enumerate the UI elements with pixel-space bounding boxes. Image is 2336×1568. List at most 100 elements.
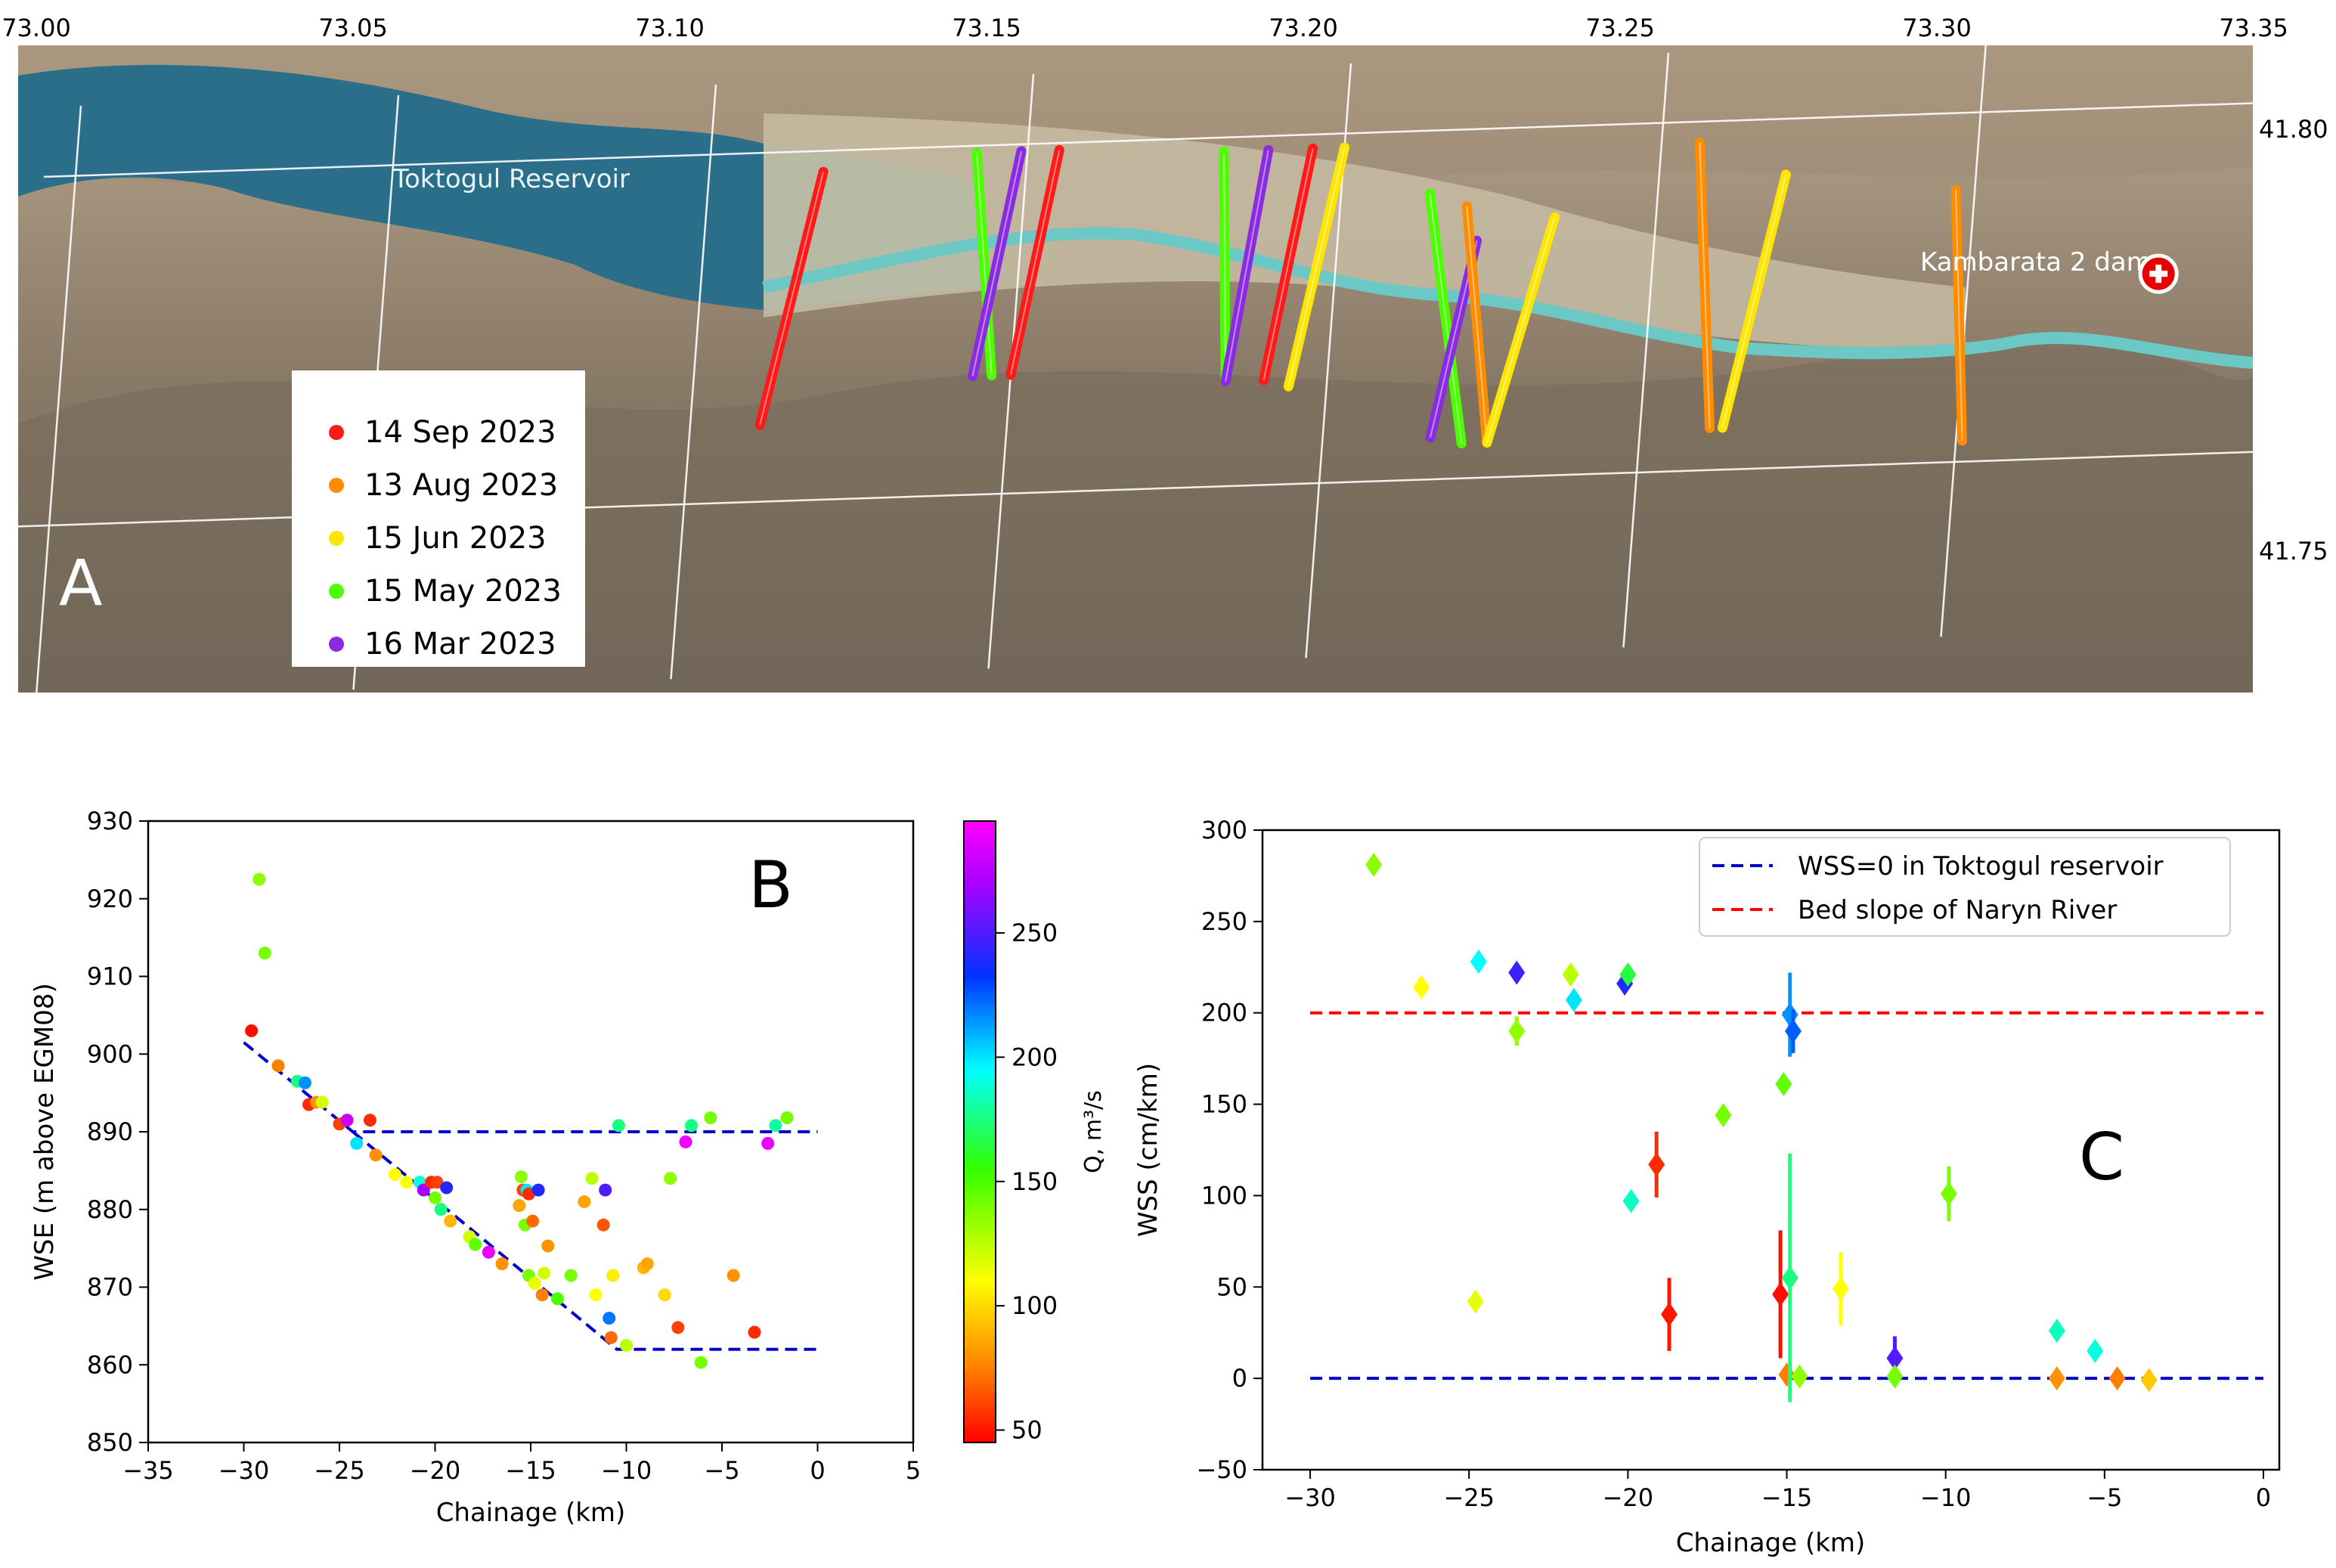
track-mar: [1220, 144, 1274, 387]
y-tick-label: 100: [1201, 1181, 1247, 1210]
data-point: [550, 1292, 564, 1306]
diamond-marker: [1622, 1188, 1640, 1213]
y-tick-label: 920: [87, 885, 133, 913]
panel-c-x-axis-label: Chainage (km): [1676, 1528, 1866, 1558]
track-highlight: [1287, 147, 1346, 387]
panel-b-y-axis-label: WSE (m above EGM08): [29, 983, 60, 1280]
panel-b-points: [245, 872, 794, 1369]
colorbar-ticks: 50 100 150 200 250: [996, 919, 1058, 1445]
dam-marker: [2138, 253, 2179, 294]
legend-box: [292, 370, 585, 667]
x-tick-label: −10: [1920, 1483, 1972, 1512]
data-point: [604, 1331, 618, 1344]
longitude-tick-label: 73.00: [2, 14, 71, 42]
data-point: [679, 1135, 692, 1148]
data-point: [640, 1257, 654, 1271]
track-highlight: [759, 171, 825, 426]
data-point: [612, 1119, 625, 1133]
x-tick-label: −30: [1284, 1483, 1336, 1512]
colorbar-label: Q, m³/s: [1080, 1090, 1107, 1173]
x-tick-label: −10: [601, 1456, 652, 1485]
y-tick-label: 890: [87, 1117, 133, 1146]
diamond-marker: [1648, 1152, 1665, 1177]
colorbar-tick-label: 250: [1012, 919, 1058, 947]
data-point: [671, 1321, 685, 1334]
x-tick-label: 5: [906, 1456, 921, 1485]
track-sep: [1259, 143, 1318, 386]
diamond-marker: [1832, 1276, 1849, 1301]
y-tick-label: 870: [87, 1273, 133, 1302]
data-point: [599, 1183, 612, 1197]
track-may: [1424, 188, 1467, 449]
x-tick-label: −35: [122, 1456, 174, 1485]
data-point: [531, 1183, 545, 1197]
track-highlight: [1955, 190, 1963, 441]
data-point: [495, 1257, 509, 1271]
track-highlight: [1009, 150, 1061, 375]
diamond-marker: [1791, 1364, 1808, 1389]
track-highlight: [1225, 150, 1269, 382]
data-point: [429, 1191, 441, 1204]
legend-label: 13 Aug 2023: [364, 468, 558, 503]
data-point: [400, 1176, 414, 1189]
naryn-river: [762, 227, 2254, 369]
track-highlight: [1721, 174, 1787, 429]
floodplain: [764, 113, 1966, 355]
meridian-line: [1622, 52, 1670, 648]
y-tick-label: 250: [1201, 907, 1247, 936]
panel-c-y-axis-label: WSS (cm/km): [1133, 1063, 1163, 1237]
x-tick-label: −20: [1603, 1483, 1654, 1512]
diamond-marker: [1508, 1018, 1526, 1043]
data-point: [444, 1214, 457, 1228]
track-aug: [1950, 184, 1967, 446]
longitude-tick-label: 73.30: [1902, 14, 1972, 42]
colorbar-tick-label: 150: [1012, 1167, 1058, 1196]
colorbar-tick-label: 200: [1012, 1043, 1058, 1071]
x-tick-label: −25: [314, 1456, 365, 1485]
longitude-tick-label: 73.15: [952, 14, 1021, 42]
data-point: [596, 1218, 610, 1232]
y-tick-label: 930: [87, 807, 133, 835]
diamond-marker: [2087, 1338, 2104, 1363]
x-tick-label: 0: [2256, 1483, 2271, 1512]
panel-b-x-axis-label: Chainage (km): [436, 1498, 626, 1528]
x-tick-label: −5: [704, 1456, 739, 1485]
data-point: [528, 1276, 541, 1290]
y-tick-label: 860: [87, 1350, 133, 1379]
diamond-marker: [1413, 975, 1430, 999]
x-tick-label: −20: [410, 1456, 461, 1485]
track-highlight: [1262, 148, 1314, 381]
meridian-line: [35, 105, 82, 701]
track-highlight: [1466, 206, 1488, 443]
diamond-marker: [2140, 1368, 2158, 1393]
y-tick-label: 200: [1201, 999, 1247, 1027]
panel-b-y-axis: 850 860 870 880 890 900 910 920 930: [87, 807, 148, 1457]
data-point: [769, 1119, 782, 1133]
meridian-line: [2257, 31, 2305, 627]
y-tick-label: 150: [1201, 1090, 1247, 1119]
legend-label: Bed slope of Naryn River: [1798, 895, 2117, 925]
panel-c-chart: −30 −25 −20 −15 −10 −5 0 −50050100150200250300…: [1133, 816, 2281, 1558]
data-point: [535, 1288, 549, 1302]
x-tick-label: −15: [505, 1456, 556, 1485]
x-tick-label: −15: [1761, 1483, 1813, 1512]
panel-c-x-axis: −30 −25 −20 −15 −10 −5 0: [1284, 1470, 2271, 1512]
data-point: [603, 1312, 616, 1325]
track-mar: [968, 146, 1027, 381]
data-point: [315, 1095, 329, 1109]
legend-label: 16 Mar 2023: [364, 627, 556, 662]
data-point: [369, 1148, 383, 1162]
track-jun: [1283, 142, 1350, 392]
diamond-marker: [1940, 1182, 1957, 1207]
data-point: [658, 1288, 671, 1302]
y-tick-label: −50: [1196, 1455, 1247, 1484]
longitude-tick-label: 73.05: [318, 14, 388, 42]
legend-label: 15 May 2023: [364, 574, 562, 609]
track-highlight: [1223, 151, 1227, 382]
data-point: [748, 1325, 761, 1339]
diamond-marker: [1781, 1266, 1798, 1291]
data-point: [727, 1269, 740, 1282]
track-jun: [1482, 212, 1560, 448]
dam-cross-icon: [2149, 265, 2168, 284]
